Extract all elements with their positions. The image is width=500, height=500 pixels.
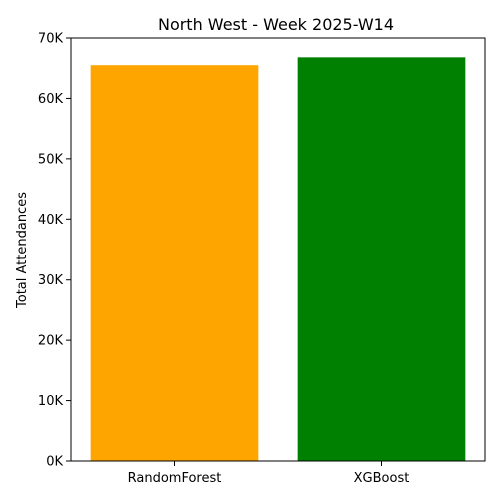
bar-randomforest <box>90 65 259 461</box>
chart-title: North West - Week 2025-W14 <box>158 15 394 34</box>
y-tick-label: 70K <box>38 32 64 47</box>
y-tick-label: 0K <box>46 455 63 470</box>
x-tick-label: RandomForest <box>128 471 222 486</box>
y-tick-label: 50K <box>38 152 64 167</box>
plot-area: RandomForest XGBoost 0K 10K 20K 30K 40K 50K 60K 7… <box>38 32 486 486</box>
y-tick-label: 60K <box>38 92 64 107</box>
y-axis-label: Total Attendances <box>15 192 30 309</box>
y-tick-label: 10K <box>38 394 64 409</box>
y-tick-label: 40K <box>38 213 64 228</box>
axes-frame <box>70 37 486 462</box>
y-tick-label: 30K <box>38 273 64 288</box>
bar-xgboost <box>297 57 466 462</box>
x-tick-label: XGBoost <box>354 471 410 486</box>
y-tick-label: 20K <box>38 334 64 349</box>
